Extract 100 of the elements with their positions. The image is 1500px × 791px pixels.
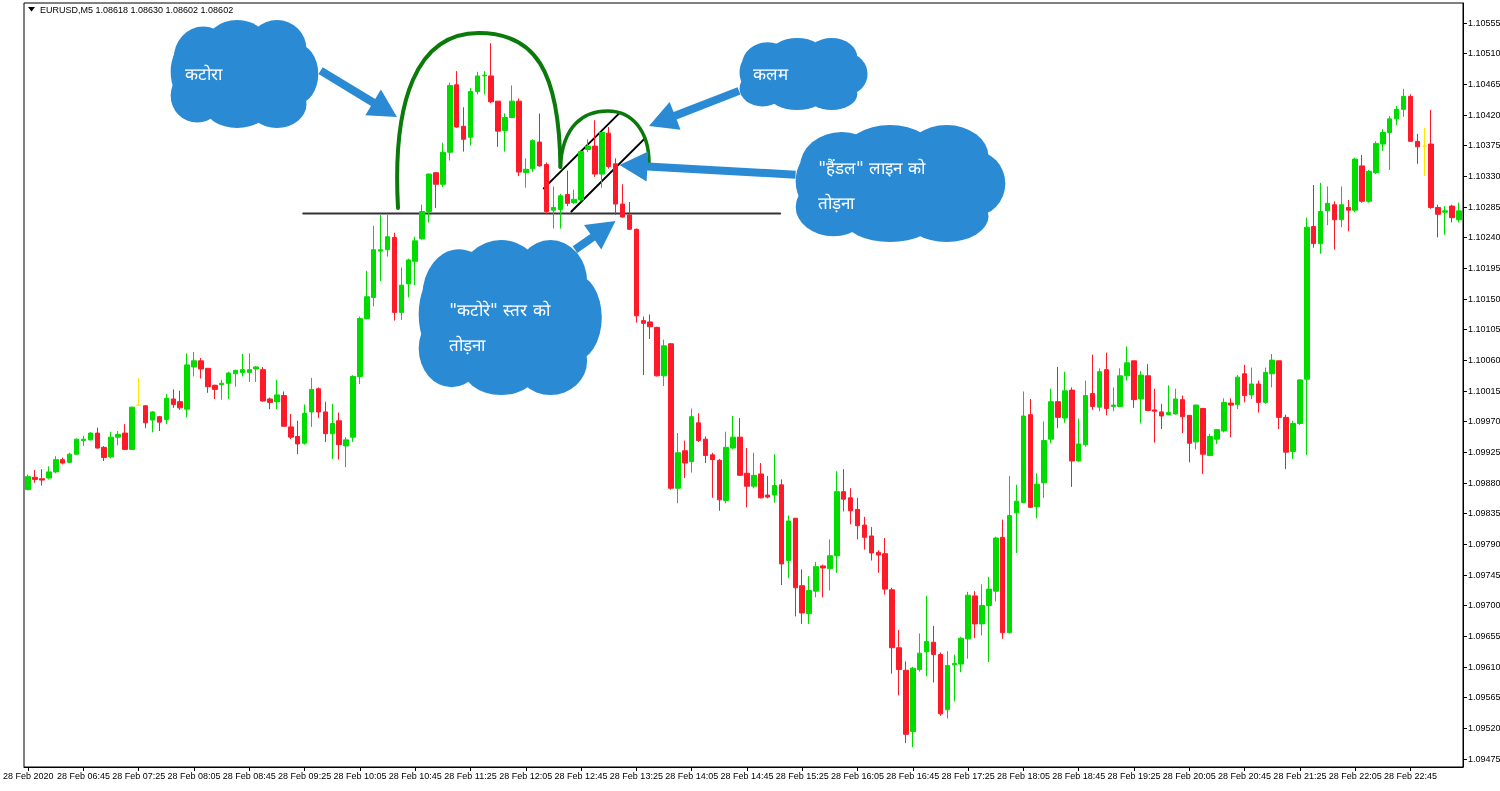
candlestick [309, 377, 314, 428]
candlestick [454, 70, 459, 129]
candlestick [1000, 519, 1005, 640]
candlestick [1166, 384, 1171, 416]
candlestick [592, 119, 598, 178]
candlestick [1235, 374, 1240, 410]
y-tick-label: 1.09475 [1468, 753, 1500, 764]
candlestick [945, 650, 950, 720]
y-tick-label: 1.09925 [1468, 447, 1500, 458]
candlestick [1159, 403, 1164, 430]
candlestick [143, 404, 148, 429]
candlestick [1076, 418, 1081, 463]
candlestick [620, 183, 625, 219]
y-tick-label: 1.10465 [1468, 79, 1500, 90]
candlestick [751, 452, 757, 489]
candlestick [343, 436, 349, 468]
candlestick [1415, 133, 1420, 165]
candlestick [1359, 154, 1365, 204]
y-tick-label: 1.10330 [1468, 171, 1500, 182]
x-tick-label: 28 Feb 22:45 [1383, 770, 1437, 781]
x-tick-label: 28 Feb 11:25 [444, 770, 497, 781]
candlestick [164, 393, 169, 425]
candlestick [710, 452, 715, 499]
candlestick [1442, 205, 1448, 236]
candlestick [1332, 200, 1337, 251]
candlestick [786, 515, 791, 579]
candlestick [1131, 360, 1137, 409]
candlestick [81, 435, 86, 447]
candlestick [703, 435, 708, 464]
candlestick [924, 595, 929, 677]
candlestick [516, 97, 522, 177]
candlestick [274, 379, 280, 410]
x-tick-label: 28 Feb 20:05 [1162, 770, 1216, 781]
x-tick-label: 28 Feb 16:45 [886, 770, 940, 781]
candlestick [1256, 380, 1261, 414]
candlestick [1014, 484, 1019, 554]
candlestick [668, 342, 674, 491]
x-tick-label: 28 Feb 10:05 [333, 770, 387, 781]
candlestick [1034, 472, 1040, 519]
candlestick [482, 70, 487, 95]
candlestick [1187, 414, 1192, 463]
annotation: कलम [753, 64, 790, 84]
y-tick-label: 1.10060 [1468, 355, 1500, 366]
candlestick [869, 526, 874, 561]
y-tick-label: 1.09745 [1468, 569, 1500, 580]
candlestick [1352, 157, 1358, 213]
candlestick [1200, 407, 1206, 475]
candlestick [1138, 370, 1144, 425]
candlestick [392, 232, 397, 322]
candlestick [336, 412, 342, 461]
candlestick [772, 453, 777, 504]
candlestick [1325, 185, 1330, 226]
candlestick [627, 201, 632, 231]
candlestick [634, 228, 639, 324]
candlestick [1104, 352, 1109, 416]
y-tick-label: 1.10285 [1468, 201, 1500, 212]
candlestick [1048, 388, 1054, 444]
candlestick [558, 193, 563, 230]
candlestick [1449, 204, 1455, 223]
y-tick-label: 1.10240 [1468, 232, 1500, 243]
x-tick-label: 28 Feb 07:25 [112, 770, 166, 781]
candlestick [537, 112, 542, 168]
candlestick [1346, 199, 1351, 232]
candlestick [689, 408, 694, 474]
x-tick-label: 28 Feb 14:05 [665, 770, 719, 781]
annotation: कटोरा [185, 64, 224, 84]
candlestick [530, 138, 535, 173]
candlestick [233, 369, 238, 388]
candlestick [378, 214, 383, 282]
y-tick-label: 1.10510 [1468, 48, 1500, 59]
candlestick [931, 625, 936, 683]
y-tick-label: 1.09520 [1468, 723, 1500, 734]
x-tick-label: 28 Feb 09:25 [278, 770, 332, 781]
x-tick-label: 28 Feb 2020 [2, 770, 54, 781]
candlestick [67, 452, 72, 464]
candlestick [1339, 185, 1344, 228]
y-tick-label: 1.09610 [1468, 661, 1500, 672]
candlestick [1242, 364, 1247, 403]
x-tick-label: 28 Feb 14:45 [720, 770, 774, 781]
y-tick-label: 1.10375 [1468, 140, 1500, 151]
candlestick [136, 377, 141, 406]
candlestick [682, 440, 688, 479]
y-tick-label: 1.09880 [1468, 477, 1500, 488]
candlestick [848, 487, 853, 525]
y-tick-label: 1.10150 [1468, 293, 1500, 304]
candlestick [1408, 93, 1413, 142]
candlestick [1062, 371, 1068, 424]
y-tick-label: 1.10015 [1468, 385, 1500, 396]
annotation: "कटोरे" स्तर को तोड़ना [449, 299, 556, 355]
y-tick-label: 1.09835 [1468, 508, 1500, 519]
y-tick-label: 1.10195 [1468, 263, 1500, 274]
candlestick [565, 170, 570, 207]
candlestick [157, 415, 162, 432]
candlestick [226, 371, 231, 400]
candlestick [1193, 403, 1199, 450]
x-tick-label: 28 Feb 10:45 [388, 770, 442, 781]
candlestick [219, 379, 224, 401]
x-tick-label: 28 Feb 15:25 [775, 770, 829, 781]
candlestick [1028, 398, 1033, 509]
candlestick [1007, 475, 1012, 634]
